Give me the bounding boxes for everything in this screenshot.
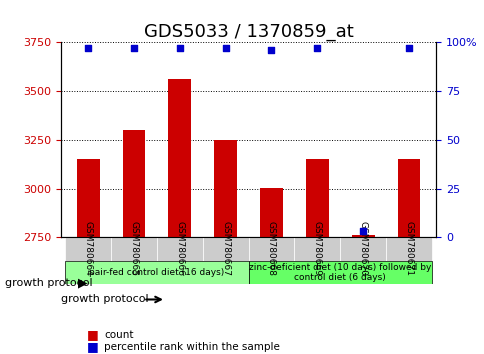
Text: GSM780665: GSM780665 — [129, 221, 138, 276]
Bar — [76, 159, 99, 354]
FancyBboxPatch shape — [294, 237, 340, 261]
Text: count: count — [104, 330, 134, 339]
FancyBboxPatch shape — [202, 237, 248, 261]
Bar — [259, 188, 282, 354]
Text: growth protocol: growth protocol — [60, 295, 148, 304]
Bar — [168, 80, 191, 354]
Text: GSM780669: GSM780669 — [312, 221, 321, 276]
Point — [267, 47, 275, 53]
Text: percentile rank within the sample: percentile rank within the sample — [104, 342, 280, 352]
Point — [130, 46, 137, 51]
FancyBboxPatch shape — [248, 261, 431, 284]
Point — [221, 46, 229, 51]
Point — [176, 46, 183, 51]
FancyBboxPatch shape — [156, 237, 202, 261]
Point — [313, 46, 320, 51]
FancyBboxPatch shape — [340, 237, 385, 261]
Text: ■: ■ — [87, 328, 99, 341]
FancyBboxPatch shape — [248, 237, 294, 261]
Point — [404, 46, 412, 51]
Text: zinc-deficient diet (10 days) followed by
control diet (6 days): zinc-deficient diet (10 days) followed b… — [249, 263, 431, 282]
Text: GSM780667: GSM780667 — [221, 221, 230, 276]
Text: GSM780671: GSM780671 — [404, 221, 413, 276]
Text: GSM780670: GSM780670 — [358, 221, 367, 276]
Bar — [214, 140, 237, 354]
Text: growth protocol: growth protocol — [5, 278, 92, 288]
Text: GSM780664: GSM780664 — [83, 221, 92, 276]
Text: ■: ■ — [87, 341, 99, 353]
FancyBboxPatch shape — [65, 261, 248, 284]
FancyBboxPatch shape — [65, 237, 111, 261]
Bar — [351, 235, 374, 354]
Point — [84, 46, 92, 51]
Point — [359, 229, 366, 234]
Text: GSM780666: GSM780666 — [175, 221, 184, 276]
Title: GDS5033 / 1370859_at: GDS5033 / 1370859_at — [143, 23, 353, 41]
Bar — [305, 159, 328, 354]
Text: pair-fed control diet (16 days): pair-fed control diet (16 days) — [89, 268, 224, 277]
Text: GSM780668: GSM780668 — [266, 221, 275, 276]
Bar — [122, 130, 145, 354]
Bar — [397, 159, 420, 354]
Text: ▶: ▶ — [77, 277, 87, 290]
FancyBboxPatch shape — [111, 237, 156, 261]
FancyBboxPatch shape — [385, 237, 431, 261]
